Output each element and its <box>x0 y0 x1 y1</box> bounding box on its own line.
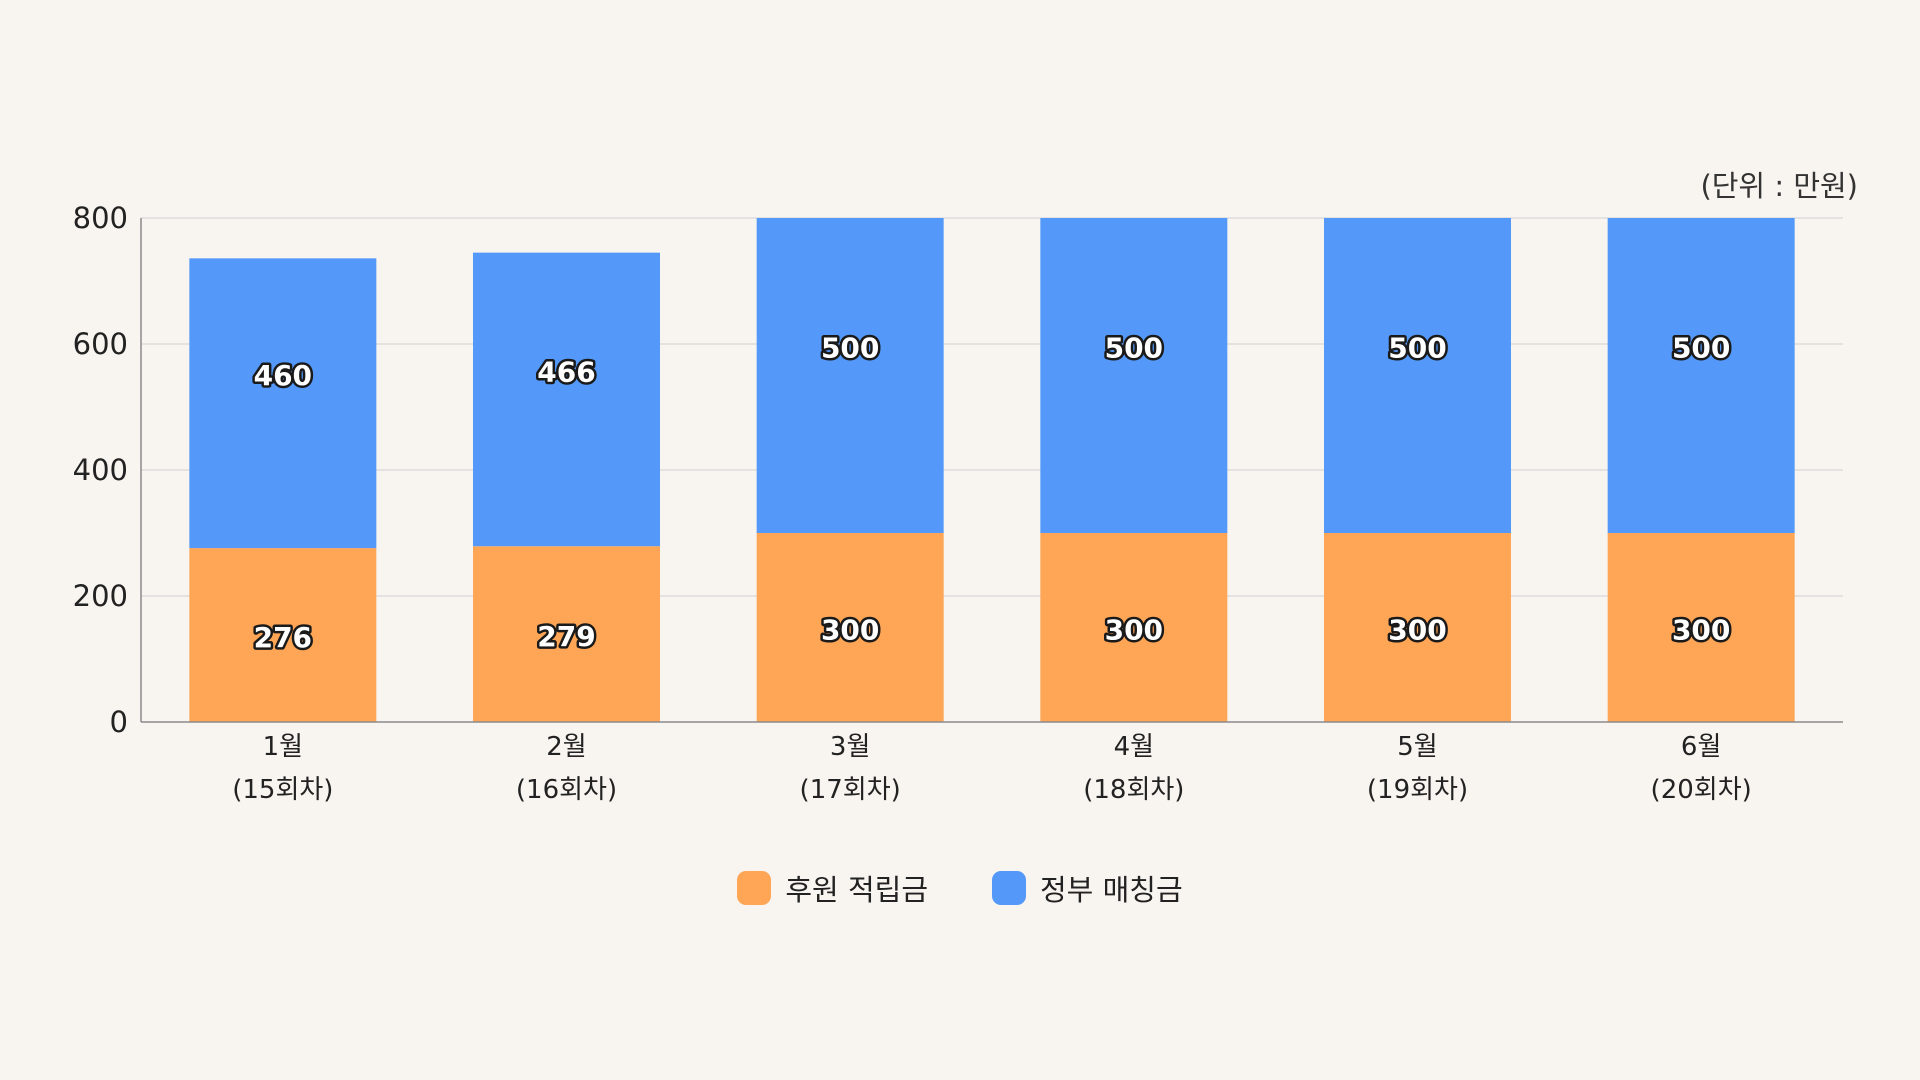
bars <box>189 218 1795 722</box>
labels: 276 460 1월 (15회차) 279 466 2월 (16회차) 300 500 3월 (17회… <box>232 329 1752 805</box>
bar-segment-government-matching <box>1324 218 1511 533</box>
gridlines <box>141 217 1843 597</box>
data-label: 500 <box>821 332 879 365</box>
data-label: 500 <box>1672 332 1730 365</box>
bar-segment-government-matching <box>189 258 377 549</box>
data-label: 279 <box>537 620 595 653</box>
x-tick-label: (17회차) <box>800 775 901 805</box>
x-tick-label: 3월 <box>830 732 870 762</box>
data-label: 460 <box>254 359 312 392</box>
bar-segment-sponsor-savings <box>756 533 944 722</box>
data-label: 500 <box>1388 332 1446 365</box>
x-tick-label: (20회차) <box>1651 775 1752 805</box>
x-tick-label: (19회차) <box>1367 775 1468 805</box>
legend-label-government-matching: 정부 매칭금 <box>1040 873 1183 907</box>
y-tick-label: 400 <box>73 453 128 487</box>
bar-segment-sponsor-savings <box>473 546 660 722</box>
legend-swatch-government-matching <box>992 871 1026 905</box>
x-tick-label: 5월 <box>1397 732 1437 762</box>
data-label: 300 <box>1672 614 1730 647</box>
x-tick-label: 4월 <box>1114 732 1154 762</box>
legend-label-sponsor-savings: 후원 적립금 <box>785 873 928 907</box>
x-tick-label: 2월 <box>546 732 586 762</box>
axes: 0 200 400 600 800 <box>73 201 1843 739</box>
x-tick-label: (16회차) <box>516 775 617 805</box>
y-tick-label: 0 <box>110 705 128 739</box>
y-tick-label: 800 <box>73 201 128 235</box>
x-tick-label: (18회차) <box>1083 775 1184 805</box>
y-tick-label: 600 <box>73 327 128 361</box>
unit-label: (단위 : 만원) <box>1700 169 1858 203</box>
legend-item-government-matching: 정부 매칭금 <box>992 867 1183 909</box>
data-label: 300 <box>821 614 879 647</box>
bar-segment-sponsor-savings <box>189 548 377 722</box>
data-label: 276 <box>254 621 312 654</box>
data-label: 300 <box>1388 614 1446 647</box>
x-tick-label: (15회차) <box>232 775 333 805</box>
bar-segment-sponsor-savings <box>1607 533 1795 722</box>
legend-item-sponsor-savings: 후원 적립금 <box>737 867 928 909</box>
bar-segment-sponsor-savings <box>1040 533 1228 722</box>
data-label: 466 <box>537 355 595 388</box>
bar-segment-government-matching <box>473 252 660 547</box>
x-tick-label: 6월 <box>1681 732 1721 762</box>
bar-segment-government-matching <box>1607 218 1795 533</box>
bar-segment-government-matching <box>1040 218 1228 533</box>
data-label: 500 <box>1105 332 1163 365</box>
data-label: 300 <box>1105 614 1163 647</box>
legend: 후원 적립금 정부 매칭금 <box>0 867 1920 909</box>
bar-segment-sponsor-savings <box>1324 533 1511 722</box>
x-tick-label: 1월 <box>263 732 303 762</box>
bar-segment-government-matching <box>756 218 944 533</box>
legend-swatch-sponsor-savings <box>737 871 772 905</box>
y-tick-label: 200 <box>73 579 128 613</box>
